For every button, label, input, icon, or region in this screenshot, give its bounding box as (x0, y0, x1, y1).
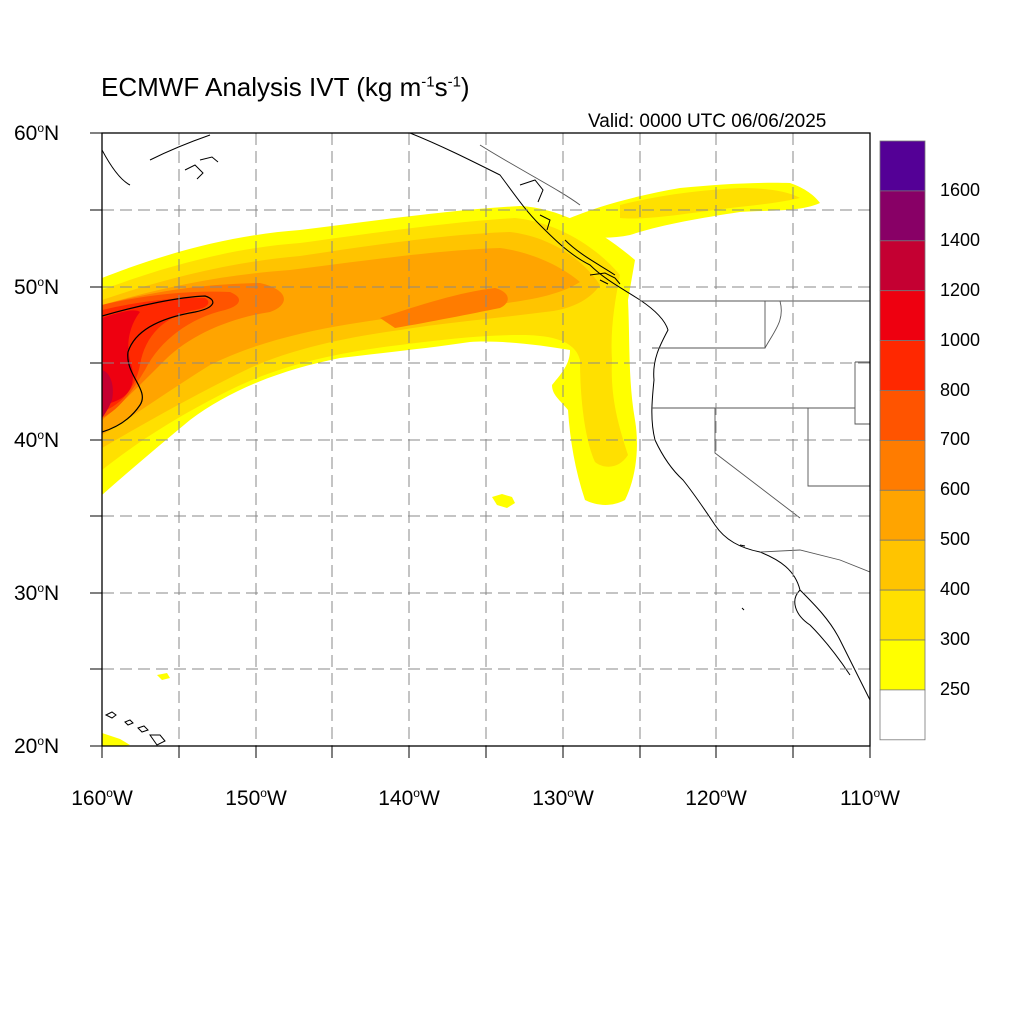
lon-label-130w: 130oW (532, 786, 594, 810)
colorbar-swatch (879, 439, 926, 491)
political-borders (479, 144, 870, 573)
ivt-contour-line (102, 295, 214, 433)
ivt-contour-600 (380, 288, 508, 328)
colorbar (879, 140, 926, 741)
map-title: ECMWF Analysis IVT (kg m-1s-1) (101, 72, 470, 102)
colorbar-label: 1400 (940, 229, 981, 250)
lat-label-30n: 30oN (14, 581, 60, 605)
colorbar-swatch (879, 390, 926, 441)
coastlines (102, 133, 870, 746)
ivt-contour-1200 (102, 370, 113, 418)
colorbar-label: 600 (940, 479, 971, 500)
lat-label-50n: 50oN (14, 275, 60, 299)
us-mexico-border (759, 549, 870, 573)
colorbar-swatch (879, 589, 926, 641)
colorbar-label: 1600 (940, 179, 981, 200)
hawaii-islands (104, 711, 166, 746)
valid-time-label: Valid: 0000 UTC 06/06/2025 (588, 111, 827, 132)
colorbar-swatch (879, 190, 926, 242)
ivt-contour-300 (620, 188, 800, 219)
lon-label-150w: 150oW (225, 786, 287, 810)
lon-label-160w: 160oW (71, 786, 133, 810)
colorbar-label: 250 (940, 678, 971, 699)
alaska-canada-border (479, 144, 581, 206)
islands (184, 156, 621, 285)
colorbar-label: 1000 (940, 329, 981, 350)
colorbar-swatch (879, 639, 926, 691)
channel-islands (739, 544, 746, 611)
colorbar-swatch (879, 489, 926, 541)
state-borders (652, 300, 870, 519)
colorbar-label: 700 (940, 429, 971, 450)
colorbar-swatch (879, 140, 926, 192)
vancouver-island (564, 239, 616, 276)
baja-california-coastline (794, 589, 851, 676)
coastline-west-america (409, 133, 870, 701)
lon-label-110w: 110oW (840, 786, 900, 810)
lat-label-60n: 60oN (14, 121, 60, 145)
colorbar-swatch (879, 689, 926, 741)
axis-ticks (90, 132, 871, 758)
ivt-blob (102, 733, 130, 746)
colorbar-swatch (879, 290, 926, 342)
lon-label-140w: 140oW (378, 786, 440, 810)
colorbar-label: 800 (940, 379, 971, 400)
ivt-shading (102, 182, 820, 746)
lat-label-20n: 20oN (14, 734, 60, 758)
lat-label-40n: 40oN (14, 428, 60, 452)
colorbar-swatch (879, 340, 926, 391)
colorbar-swatch (879, 539, 926, 591)
alaska-coastline (102, 134, 211, 186)
colorbar-label: 1200 (940, 279, 981, 300)
graticule (102, 133, 870, 746)
colorbar-swatch (879, 240, 926, 292)
colorbar-label: 400 (940, 579, 971, 600)
colorbar-label: 500 (940, 529, 971, 550)
lon-label-120w: 120oW (685, 786, 747, 810)
colorbar-label: 300 (940, 629, 971, 649)
ivt-blob (157, 673, 170, 680)
ivt-blob (492, 494, 515, 508)
